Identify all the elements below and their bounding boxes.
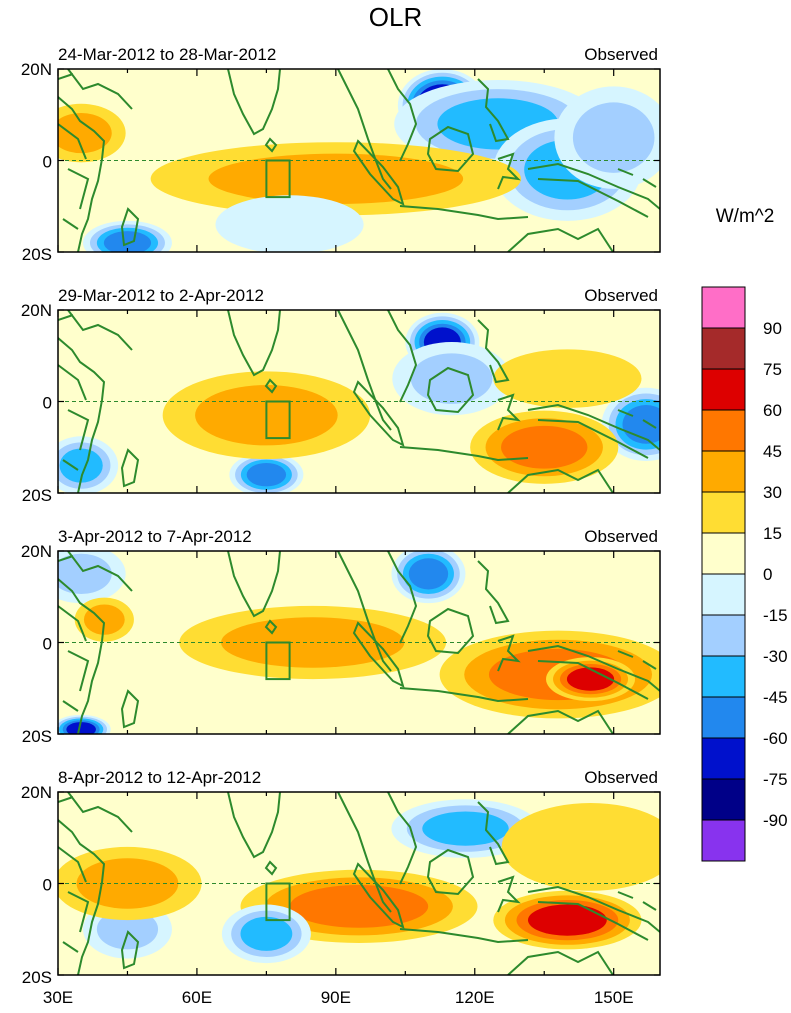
- colorbar-label: -60: [763, 729, 788, 748]
- panel-source-label: Observed: [584, 45, 658, 64]
- panel-period-label: 8-Apr-2012 to 12-Apr-2012: [58, 768, 261, 787]
- colorbar-label: 30: [763, 483, 782, 502]
- olr-contour-region: [208, 153, 464, 204]
- index-box: [265, 400, 291, 440]
- lon-tick-label: 60E: [182, 988, 212, 1007]
- olr-contour-region: [501, 425, 588, 469]
- lat-tick-label: 0: [43, 876, 52, 895]
- lon-tick-label: 150E: [594, 988, 634, 1007]
- olr-contour-region: [408, 558, 449, 590]
- olr-contour-region: [501, 803, 660, 891]
- lon-tick-label: 30E: [43, 988, 73, 1007]
- olr-contour-region: [493, 349, 642, 408]
- lat-tick-label: 20S: [22, 968, 52, 987]
- map-panel-4: 20N 0 20S: [21, 783, 661, 987]
- lon-tick-label: 120E: [455, 988, 495, 1007]
- colorbar-swatch: [701, 450, 746, 493]
- colorbar-label: -15: [763, 606, 788, 625]
- colorbar-label: 15: [763, 524, 782, 543]
- olr-contour-region: [410, 353, 493, 404]
- panel-period-label: 29-Mar-2012 to 2-Apr-2012: [58, 286, 264, 305]
- colorbar-label: 90: [763, 319, 782, 338]
- olr-contour-region: [215, 195, 364, 252]
- lat-tick-label: 0: [43, 153, 52, 172]
- colorbar-swatch: [701, 409, 746, 452]
- lat-tick-label: 0: [43, 394, 52, 413]
- lat-tick-label: 20S: [22, 245, 52, 264]
- colorbar-swatch: [701, 532, 746, 575]
- olr-contour-region: [566, 667, 615, 691]
- figure-title: OLR: [369, 2, 422, 32]
- lat-tick-label: 20S: [22, 486, 52, 505]
- colorbar-swatch: [701, 614, 746, 657]
- colorbar-units-label: W/m^2: [716, 206, 775, 227]
- lat-tick-label: 20N: [21, 301, 52, 320]
- olr-field: [58, 551, 660, 734]
- olr-contour-region: [622, 404, 660, 444]
- panel-period-label: 3-Apr-2012 to 7-Apr-2012: [58, 527, 252, 546]
- olr-contour-region: [246, 463, 287, 487]
- colorbar-swatch: [701, 368, 746, 411]
- colorbar-swatch: [701, 819, 746, 862]
- colorbar-label: -45: [763, 688, 788, 707]
- colorbar-swatch: [701, 491, 746, 534]
- colorbar-swatch: [701, 573, 746, 616]
- lat-tick-label: 20N: [21, 542, 52, 561]
- colorbar-label: 75: [763, 360, 782, 379]
- map-panel-2: 20N 0 20S: [21, 301, 661, 505]
- lat-tick-label: 20N: [21, 60, 52, 79]
- colorbar-label: -30: [763, 647, 788, 666]
- index-box: [265, 641, 291, 681]
- map-panel-1: 20N 0 20S: [21, 60, 661, 264]
- panel-source-label: Observed: [584, 768, 658, 787]
- colorbar-swatch: [701, 778, 746, 821]
- olr-contour-region: [103, 231, 152, 252]
- olr-contour-region: [59, 448, 103, 483]
- colorbar-label: 60: [763, 401, 782, 420]
- colorbar-swatch: [701, 286, 746, 329]
- olr-contour-region: [527, 904, 607, 936]
- colorbar-label: 0: [763, 565, 772, 584]
- panel-source-label: Observed: [584, 286, 658, 305]
- olr-contour-region: [240, 916, 293, 951]
- lon-tick-label: 90E: [321, 988, 351, 1007]
- colorbar-swatch: [701, 327, 746, 370]
- colorbar-swatch: [701, 696, 746, 739]
- map-panel-3: 20N 0 20S: [21, 542, 661, 746]
- index-box: [265, 882, 291, 922]
- colorbar-swatch: [701, 737, 746, 780]
- colorbar-label: -90: [763, 811, 788, 830]
- olr-contour-region: [58, 553, 112, 594]
- colorbar-swatch: [701, 655, 746, 698]
- panel-period-label: 24-Mar-2012 to 28-Mar-2012: [58, 45, 276, 64]
- olr-contour-region: [76, 858, 179, 909]
- lat-tick-label: 20N: [21, 783, 52, 802]
- panel-source-label: Observed: [584, 527, 658, 546]
- olr-contour-region: [289, 884, 429, 928]
- colorbar: 90 75 60 45 30 15 0 -15 -30 -45 -60 -75 -90: [701, 286, 788, 862]
- colorbar-label: 45: [763, 442, 782, 461]
- lat-tick-label: 0: [43, 635, 52, 654]
- lat-tick-label: 20S: [22, 727, 52, 746]
- olr-field: [58, 69, 660, 252]
- olr-contour-region: [58, 112, 112, 154]
- olr-contour-region: [572, 102, 655, 173]
- olr-contour-region: [66, 722, 96, 734]
- index-box: [265, 159, 291, 199]
- colorbar-label: -75: [763, 770, 788, 789]
